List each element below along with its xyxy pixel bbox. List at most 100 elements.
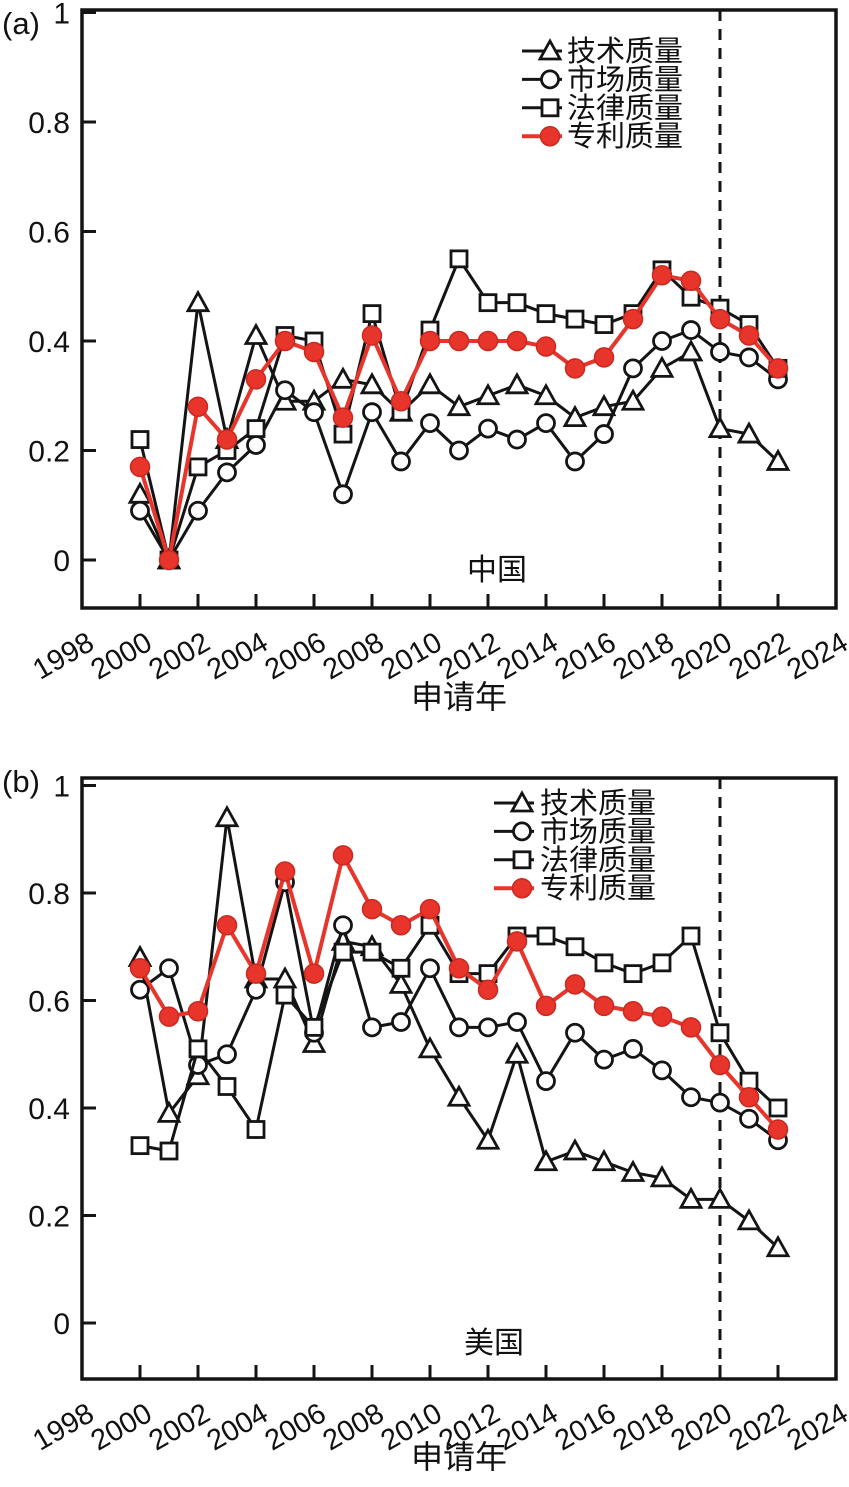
data-point-marker	[622, 308, 644, 330]
legend-circle-filled-icon	[539, 125, 561, 147]
data-point-marker	[710, 1092, 730, 1113]
data-point-marker	[303, 963, 325, 984]
data-point-marker	[390, 915, 412, 936]
legend-label: 专利质量	[540, 872, 656, 905]
data-point-marker	[158, 549, 180, 571]
panel-a-label: (a)	[2, 6, 40, 41]
data-point-marker	[330, 366, 356, 389]
data-point-marker	[446, 393, 472, 417]
data-point-marker	[419, 898, 441, 920]
legend-circle-filled-icon	[511, 877, 533, 899]
data-point-marker	[477, 979, 499, 1000]
legend-label: 技术质量	[567, 35, 683, 68]
data-point-marker	[594, 953, 614, 973]
legend-item: 法律质量	[522, 92, 683, 125]
data-point-marker	[651, 1006, 673, 1027]
data-point-marker	[652, 953, 672, 973]
legend-label: 市场质量	[540, 815, 656, 848]
data-point-marker	[565, 1022, 585, 1043]
legend-square-open-icon	[540, 98, 560, 118]
data-point-marker	[739, 347, 759, 368]
data-point-marker	[565, 451, 585, 472]
chart-panel-a: 0 0.2 0.4 0.6 0.8 1 1998 2000 2002 2004 2006 2008 20…	[0, 0, 849, 740]
data-point-marker	[275, 380, 295, 401]
data-point-marker	[651, 265, 673, 286]
data-point-marker	[709, 1054, 731, 1076]
data-point-marker	[652, 331, 672, 351]
y-tick-label: 0.4	[28, 326, 70, 359]
data-point-marker	[332, 407, 354, 428]
data-point-marker	[535, 336, 557, 357]
legend-item: 技术质量	[494, 787, 656, 820]
data-point-marker	[156, 1100, 182, 1123]
data-point-marker	[419, 330, 441, 352]
data-point-marker	[736, 421, 762, 444]
data-point-marker	[391, 1012, 411, 1032]
legend-square-open-icon	[512, 850, 532, 870]
y-tick-label: 0	[53, 545, 70, 578]
legend-item: 技术质量	[522, 35, 683, 68]
data-point-marker	[681, 287, 701, 307]
data-point-marker	[129, 958, 151, 979]
data-point-marker	[246, 1120, 266, 1139]
data-point-marker	[738, 325, 760, 346]
plot-border	[80, 8, 838, 610]
legend-circle-open-icon	[540, 69, 560, 90]
y-axis: 0 0.2 0.4 0.6 0.8 1	[28, 0, 96, 578]
data-point-marker	[622, 1001, 644, 1022]
data-point-marker	[765, 448, 791, 471]
data-point-marker	[448, 958, 470, 979]
data-point-marker	[565, 937, 585, 957]
data-point-marker	[478, 293, 498, 313]
data-point-marker	[359, 371, 385, 395]
chart-b-canvas: 00.20.40.60.8119982000200220042006200820…	[28, 771, 849, 1458]
legend-label: 法律质量	[567, 92, 683, 125]
legend-item: 市场质量	[494, 815, 656, 848]
data-point-marker	[591, 1148, 617, 1172]
data-point-marker	[448, 330, 470, 352]
data-point-marker	[649, 1164, 675, 1188]
legend-item: 市场质量	[522, 63, 683, 96]
data-point-marker	[362, 304, 382, 324]
data-point-marker	[449, 1017, 469, 1038]
data-point-marker	[768, 1098, 788, 1118]
data-point-marker	[275, 985, 295, 1005]
panel-b-label: (b)	[2, 764, 40, 799]
series-3	[130, 915, 788, 1161]
data-point-marker	[620, 1159, 646, 1182]
legend-label: 专利质量	[567, 120, 683, 153]
data-point-marker	[217, 462, 237, 483]
data-point-marker	[417, 371, 443, 395]
data-point-marker	[709, 308, 731, 330]
data-point-marker	[681, 1087, 701, 1108]
data-point-marker	[187, 1001, 209, 1022]
chart-b-x-axis-title: 申请年	[410, 1439, 507, 1475]
data-point-marker	[594, 315, 614, 334]
data-point-marker	[623, 964, 643, 984]
data-point-marker	[536, 304, 556, 324]
data-point-marker	[361, 325, 383, 346]
data-point-marker	[623, 358, 643, 379]
y-tick-label: 0.6	[28, 217, 70, 250]
data-point-marker	[478, 418, 498, 439]
y-tick-label: 0.6	[28, 986, 70, 1019]
data-point-marker	[710, 1023, 730, 1043]
y-tick-label: 0.8	[28, 878, 70, 911]
data-point-marker	[536, 926, 556, 946]
data-point-marker	[565, 309, 585, 329]
y-tick-label: 1	[53, 771, 70, 804]
data-point-marker	[188, 457, 208, 477]
data-point-marker	[475, 1127, 501, 1150]
data-point-marker	[243, 322, 269, 345]
data-point-marker	[765, 1234, 791, 1258]
y-axis: 0 0.2 0.4 0.6 0.8 1	[28, 771, 96, 1341]
chart-panel-b: 0 0.2 0.4 0.6 0.8 1 1998 2000 2002 2004 2006 2008 20…	[0, 740, 849, 1487]
plot-border	[80, 776, 838, 1381]
chart-a-x-axis-title: 申请年	[410, 679, 507, 715]
series-line	[138, 273, 780, 561]
y-tick-label: 0.4	[28, 1093, 70, 1126]
data-point-marker	[680, 270, 702, 292]
data-point-marker	[187, 396, 209, 417]
data-point-marker	[739, 1108, 759, 1129]
